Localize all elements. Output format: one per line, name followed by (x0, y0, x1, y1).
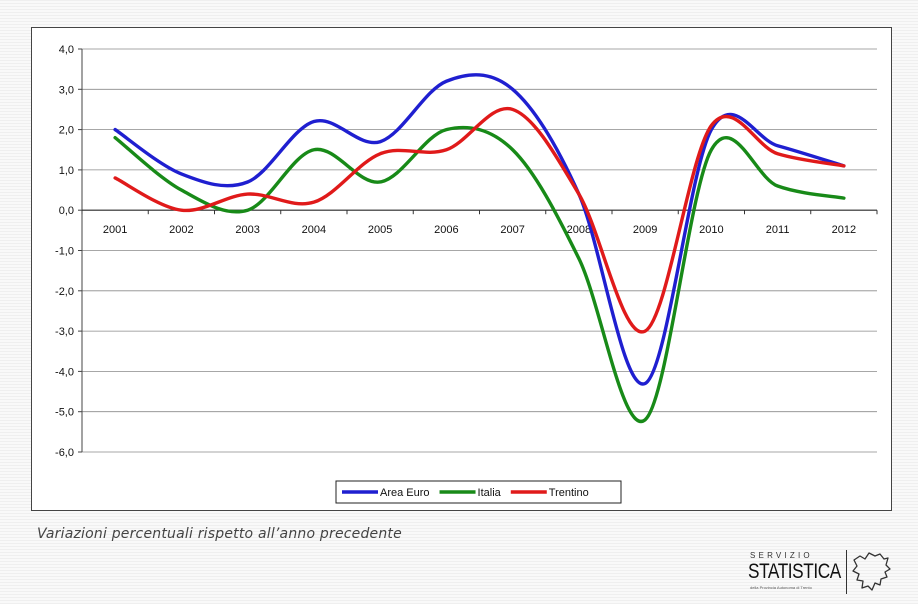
y-tick-label: 0,0 (59, 205, 74, 217)
series-line-trentino (113, 106, 846, 334)
series-line-area-euro (113, 73, 846, 386)
logo-line1: SERVIZIO (750, 551, 813, 560)
y-tick-label: -1,0 (55, 246, 74, 258)
trentino-map-outline-icon (852, 552, 891, 591)
chart-frame: 4,0 3,0 2,0 1,0 0,0 -1,0 -2,0 -3,0 -4,0 -5,0 -6,0 … (31, 27, 892, 511)
servizio-statistica-logo: SERVIZIO STATISTICA della Provincia Auto… (746, 548, 894, 598)
legend-label-italia: Italia (478, 487, 502, 499)
gridlines (82, 48, 877, 453)
y-tick-label: 4,0 (59, 44, 74, 56)
series-lines (113, 73, 846, 424)
x-tick-label: 2009 (633, 224, 657, 236)
x-tick-label: 2008 (567, 224, 591, 236)
x-tick-label: 2004 (302, 224, 326, 236)
y-tick-label: -4,0 (55, 366, 74, 378)
logo-divider (846, 550, 847, 594)
x-tick-label: 2003 (235, 224, 259, 236)
legend-label-area-euro: Area Euro (380, 487, 430, 499)
y-axis-ticks: 4,0 3,0 2,0 1,0 0,0 -1,0 -2,0 -3,0 -4,0 -5,0 -6,0 (55, 44, 83, 459)
x-tick-label: 2005 (368, 224, 392, 236)
logo-line3: della Provincia Autonoma di Trento (750, 585, 812, 590)
x-tick-label: 2006 (434, 224, 458, 236)
x-axis: 2001 2002 2003 2004 2005 2006 2007 2008 2009 2010… (81, 209, 878, 236)
y-tick-label: -5,0 (55, 407, 74, 419)
x-tick-label: 2012 (832, 224, 856, 236)
y-tick-label: 3,0 (59, 84, 74, 96)
x-tick-label: 2007 (500, 224, 524, 236)
x-tick-label: 2010 (699, 224, 723, 236)
y-tick-label: 2,0 (59, 125, 74, 137)
chart-caption: Variazioni percentuali rispetto all’anno… (37, 526, 402, 542)
x-tick-label: 2001 (103, 224, 127, 236)
y-tick-label: -2,0 (55, 286, 74, 298)
line-chart: 4,03,02,01,00,0-1,0-2,0-3,0-4,0-5,0-6,0 … (55, 44, 878, 504)
x-tick-label: 2002 (169, 224, 193, 236)
legend-box (335, 480, 622, 504)
series-line-italia (113, 125, 846, 424)
y-tick-label: -3,0 (55, 326, 74, 338)
y-tick-label: -6,0 (55, 447, 74, 459)
x-tick-label: 2011 (766, 224, 790, 236)
legend: Area Euro Italia Trentino (335, 480, 622, 504)
logo-line2: STATISTICA (748, 560, 841, 583)
y-tick-label: 1,0 (59, 165, 74, 177)
legend-label-trentino: Trentino (549, 487, 589, 499)
